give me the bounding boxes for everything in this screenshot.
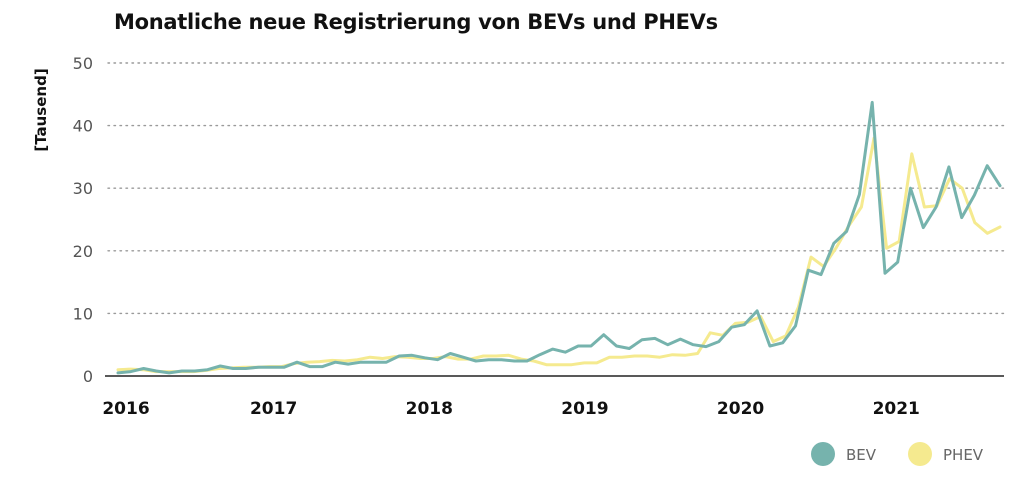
- series-lines: [116, 100, 1002, 375]
- y-tick-label: 10: [73, 304, 93, 323]
- y-tick-label: 30: [73, 179, 93, 198]
- legend: BEV PHEV: [811, 442, 984, 466]
- x-tick-label: 2020: [717, 399, 764, 419]
- y-tick-label: 0: [83, 367, 93, 386]
- legend-marker-bev: [811, 442, 835, 466]
- grid-lines: [107, 62, 1005, 315]
- y-axis-label: [Tausend]: [32, 68, 50, 151]
- legend-marker-phev: [908, 442, 932, 466]
- chart-title: Monatliche neue Registrierung von BEVs u…: [114, 10, 718, 34]
- series-line-bev: [116, 100, 1002, 375]
- x-tick-label: 2017: [250, 399, 297, 419]
- x-tick-label: 2021: [873, 399, 920, 419]
- x-axis: 2016 2017 2018 2019 2020 2021: [102, 399, 920, 419]
- series-line-phev: [116, 136, 1002, 374]
- x-tick-label: 2019: [561, 399, 608, 419]
- x-tick-label: 2016: [102, 399, 149, 419]
- y-tick-label: 40: [73, 117, 93, 136]
- legend-label-bev: BEV: [846, 446, 877, 464]
- legend-label-phev: PHEV: [943, 446, 984, 464]
- y-axis: 0 10 20 30 40 50: [73, 54, 93, 386]
- x-tick-label: 2018: [406, 399, 453, 419]
- y-tick-label: 50: [73, 54, 93, 73]
- y-tick-label: 20: [73, 242, 93, 261]
